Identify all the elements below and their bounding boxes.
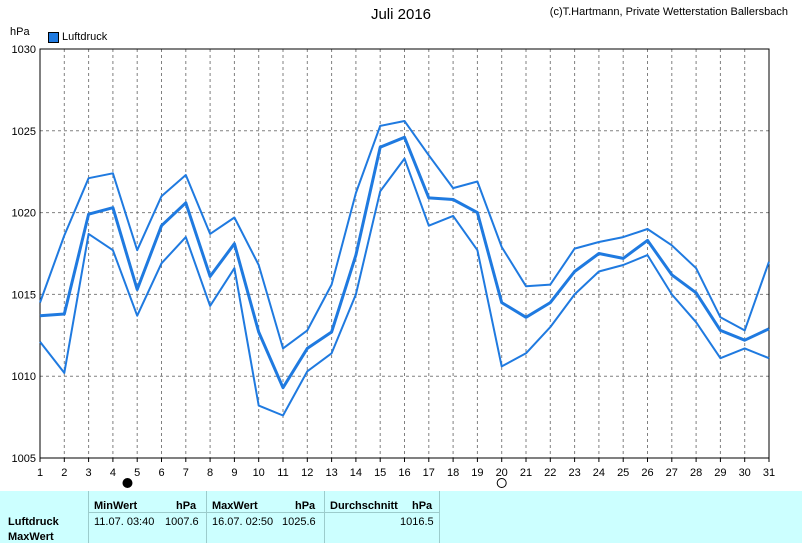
x-tick-label: 15 — [374, 467, 386, 479]
x-tick-label: 20 — [496, 467, 508, 479]
series-line-min — [39, 157, 770, 417]
max-unit: hPa — [295, 500, 316, 512]
x-tick-label: 30 — [739, 467, 751, 479]
x-tick-label: 16 — [398, 467, 410, 479]
x-tick-label: 12 — [301, 467, 313, 479]
max-time: 16.07. 02:50 — [212, 516, 274, 528]
x-tick-label: 25 — [617, 467, 629, 479]
legend-swatch — [48, 31, 59, 43]
min-header: MinWert — [94, 500, 138, 512]
x-tick-label: 10 — [253, 467, 265, 479]
y-tick-label: 1005 — [12, 453, 36, 465]
chart-title: Juli 2016 — [370, 6, 432, 23]
x-tick-label: 23 — [568, 467, 580, 479]
separator — [206, 491, 207, 543]
x-tick-label: 1 — [37, 467, 43, 479]
separator — [324, 491, 325, 543]
series-line-max — [39, 120, 770, 350]
min-unit: hPa — [176, 500, 197, 512]
x-tick-label: 8 — [207, 467, 213, 479]
y-axis-unit: hPa — [10, 26, 30, 38]
x-tick-label: 19 — [471, 467, 483, 479]
x-tick-label: 2 — [61, 467, 67, 479]
y-tick-label: 1015 — [12, 289, 36, 301]
legend: Luftdruck — [48, 31, 107, 43]
plot-frame — [39, 48, 770, 459]
tick-labels: 1 2 3 4 5 6 7 8 9 10 11 12 13 14 15 16 17 18 19 20 21 22 23 24 2… — [12, 44, 776, 479]
axes — [39, 48, 770, 462]
x-tick-label: 11 — [277, 467, 288, 479]
max-value: 1025.6 — [282, 516, 316, 528]
x-tick-label: 5 — [134, 467, 140, 479]
min-value: 1007.6 — [165, 516, 199, 528]
new-moon-icon — [122, 478, 133, 488]
x-tick-label: 3 — [86, 467, 92, 479]
x-tick-label: 26 — [641, 467, 653, 479]
separator — [88, 512, 439, 513]
x-tick-label: 14 — [350, 467, 362, 479]
full-moon-icon — [496, 478, 507, 488]
stats-panel: Luftdruck MaxWert MinWert hPa 11.07. 03:… — [0, 491, 802, 543]
x-tick-label: 4 — [110, 467, 116, 479]
stats-row-label: Luftdruck — [8, 516, 59, 528]
x-tick-label: 22 — [544, 467, 556, 479]
chart: 1 2 3 4 5 6 7 8 9 10 11 12 13 14 15 16 17 18 19 20 21 22 23 24 2… — [12, 44, 776, 488]
x-tick-label: 27 — [666, 467, 678, 479]
avg-unit: hPa — [412, 500, 433, 512]
legend-label: Luftdruck — [62, 31, 108, 43]
x-tick-label: 18 — [447, 467, 459, 479]
x-tick-label: 17 — [423, 467, 435, 479]
x-tick-label: 7 — [183, 467, 189, 479]
series — [39, 120, 770, 417]
series-line-luftdruck — [39, 135, 770, 390]
x-tick-label: 24 — [593, 467, 605, 479]
min-time: 11.07. 03:40 — [94, 516, 155, 528]
x-tick-label: 31 — [763, 467, 775, 479]
separator — [439, 491, 440, 543]
separator — [88, 491, 89, 543]
x-tick-label: 29 — [714, 467, 726, 479]
x-tick-label: 21 — [520, 467, 532, 479]
x-tick-label: 13 — [325, 467, 337, 479]
credit-text: (c)T.Hartmann, Private Wetterstation Bal… — [549, 6, 788, 18]
y-tick-label: 1010 — [12, 371, 36, 383]
stats-row-label: MaxWert — [8, 531, 54, 543]
y-tick-label: 1030 — [12, 44, 36, 56]
grid — [40, 49, 769, 458]
avg-header: Durchschnitt — [330, 500, 398, 512]
max-header: MaxWert — [212, 500, 258, 512]
y-tick-label: 1020 — [12, 208, 36, 220]
x-tick-label: 28 — [690, 467, 702, 479]
x-tick-label: 6 — [158, 467, 164, 479]
moon-phase-icons — [122, 478, 507, 488]
x-tick-label: 9 — [231, 467, 237, 479]
avg-value: 1016.5 — [400, 516, 434, 528]
y-tick-label: 1025 — [12, 126, 36, 138]
